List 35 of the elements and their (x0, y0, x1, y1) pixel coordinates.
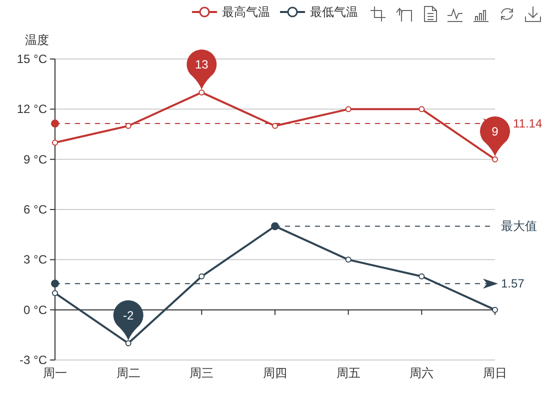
y-tick-label: 9 °C (24, 152, 48, 166)
ref-line-label: 11.14 (513, 116, 542, 131)
point (345, 106, 352, 112)
y-tick-label: 6 °C (24, 202, 48, 216)
x-tick-label: 周四 (263, 366, 287, 380)
point (418, 106, 425, 112)
y-tick-label: 0 °C (24, 302, 48, 317)
point (272, 122, 278, 129)
x-tick-label: 周日 (483, 366, 507, 380)
annotation: 9 (492, 124, 499, 138)
y-tick-label: -3 °C (20, 353, 48, 367)
point (492, 306, 498, 313)
point (492, 156, 498, 162)
point (198, 89, 205, 96)
x-tick-label: 周三 (190, 366, 214, 380)
x-tick-label: 周五 (336, 366, 360, 380)
legend-label: 最高气温 (222, 5, 270, 19)
ref-line-label: 最大值 (501, 219, 537, 234)
x-tick-label: 周六 (410, 366, 434, 380)
y-tick-label: 3 °C (24, 252, 48, 267)
point (345, 256, 352, 263)
x-tick-label: 周一 (43, 366, 67, 380)
legend-label: 最低气温 (310, 5, 358, 19)
x-tick-label: 周二 (116, 366, 140, 380)
y-tick-label: 12 °C (16, 102, 48, 116)
point (418, 273, 425, 280)
point (125, 340, 132, 346)
annotation: 13 (194, 57, 209, 72)
y-axis-title: 温度 (25, 33, 49, 47)
point (198, 273, 205, 280)
ref-line-label: 1.57 (501, 276, 525, 291)
annotation: -2 (122, 308, 134, 322)
point (52, 140, 58, 146)
point (52, 290, 58, 296)
y-tick-label: 15 °C (16, 52, 48, 66)
